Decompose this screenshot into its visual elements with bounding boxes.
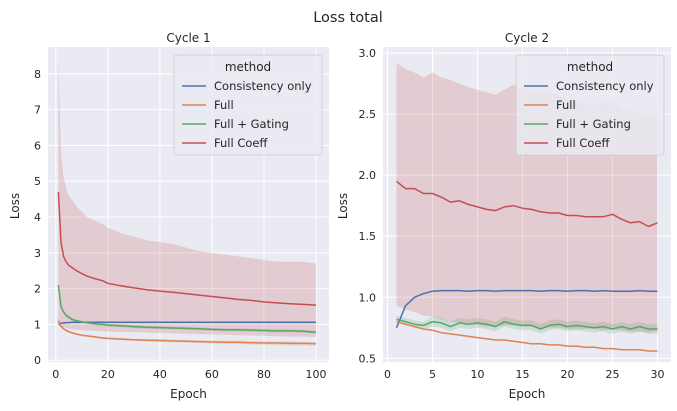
- x-tick-label: 0: [52, 368, 59, 381]
- x-tick-label: 20: [561, 368, 575, 381]
- figure-title: Loss total: [313, 10, 383, 26]
- legend-label: Full: [214, 98, 234, 112]
- chart-title: Cycle 2: [505, 31, 549, 45]
- legend-box: [173, 54, 323, 156]
- y-tick-label: 2.0: [359, 169, 377, 182]
- chart-title: Cycle 1: [166, 31, 210, 45]
- confidence-band: [58, 63, 317, 337]
- y-tick-label: 7: [34, 104, 41, 117]
- x-tick-label: 0: [384, 368, 391, 381]
- y-tick-label: 2.5: [359, 108, 377, 121]
- panel-cycle-2: Cycle 2 Epoch Loss 0 5 10 15 20 25 30 0.5 1.0 1.5…: [336, 31, 671, 401]
- legend-label: Full Coeff: [556, 136, 610, 150]
- y-tick-label: 2: [34, 283, 41, 296]
- legend-title: method: [225, 60, 271, 74]
- series-line: [396, 318, 658, 330]
- series-lines: [57, 191, 317, 345]
- tick-labels: 0 20 40 60 80 100 0 1 2 3 4 5 6 7 8: [34, 68, 326, 381]
- legend-label: Full: [556, 98, 576, 112]
- legend-label: Full Coeff: [214, 136, 268, 150]
- x-tick-label: 100: [305, 368, 326, 381]
- legend: method Consistency only Full Full + Gating F…: [515, 54, 665, 156]
- y-axis-label: Loss: [336, 193, 350, 219]
- series-line: [57, 284, 317, 334]
- y-tick-label: 1.0: [359, 291, 377, 304]
- y-tick-label: 4: [34, 211, 41, 224]
- legend-label: Consistency only: [214, 79, 312, 93]
- legend-label: Full + Gating: [214, 117, 289, 131]
- series-line: [57, 191, 317, 306]
- x-tick-label: 15: [516, 368, 530, 381]
- series-line: [57, 320, 317, 345]
- legend-label: Full + Gating: [556, 117, 631, 131]
- x-tick-label: 5: [429, 368, 436, 381]
- series-line: [58, 321, 316, 326]
- y-tick-label: 3.0: [359, 47, 377, 60]
- y-axis-label: Loss: [8, 193, 22, 219]
- y-tick-label: 1.5: [359, 230, 377, 243]
- x-tick-label: 60: [205, 368, 219, 381]
- series-line: [396, 320, 658, 352]
- panel-cycle-1: Cycle 1 Epoch Loss 0 20 40 60 80 100 0 1 2 3 4 5 6 7 8…: [8, 31, 329, 401]
- x-tick-label: 25: [606, 368, 620, 381]
- y-tick-label: 0: [34, 354, 41, 367]
- legend-label: Consistency only: [556, 79, 654, 93]
- tick-labels: 0 5 10 15 20 25 30 0.5 1.0 1.5 2.0 2.5 3.0: [359, 47, 665, 381]
- y-tick-label: 1: [34, 318, 41, 331]
- legend-box: [515, 54, 665, 156]
- x-tick-label: 80: [257, 368, 271, 381]
- series-line: [396, 180, 658, 228]
- y-tick-label: 3: [34, 247, 41, 260]
- series-lines: [395, 180, 658, 352]
- x-tick-label: 40: [153, 368, 167, 381]
- legend-title: method: [567, 60, 613, 74]
- series-line: [395, 289, 658, 329]
- y-tick-label: 5: [34, 175, 41, 188]
- x-tick-label: 30: [651, 368, 665, 381]
- x-axis-label: Epoch: [509, 387, 546, 401]
- y-tick-label: 8: [34, 68, 41, 81]
- x-tick-label: 10: [471, 368, 485, 381]
- y-tick-label: 6: [34, 139, 41, 152]
- legend: method Consistency only Full Full + Gating F…: [173, 54, 323, 156]
- x-axis-label: Epoch: [170, 387, 207, 401]
- y-tick-label: 0.5: [359, 352, 377, 365]
- x-tick-label: 20: [101, 368, 115, 381]
